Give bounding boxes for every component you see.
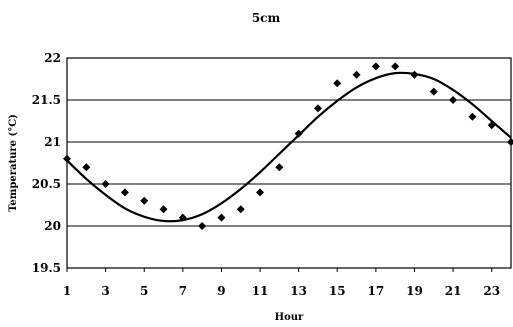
data-point xyxy=(82,163,91,172)
x-tick-label: 5 xyxy=(140,284,148,298)
data-point xyxy=(313,104,322,113)
x-tick-label: 19 xyxy=(406,284,423,298)
y-tick-label: 20 xyxy=(44,219,61,233)
x-tick-label: 1 xyxy=(63,284,71,298)
data-point xyxy=(294,129,303,138)
data-point xyxy=(275,163,284,172)
x-tick-label: 17 xyxy=(368,284,385,298)
y-tick-label: 22 xyxy=(44,51,61,65)
data-point xyxy=(507,138,513,146)
x-tick-label: 11 xyxy=(252,284,269,298)
chart-title: 5cm xyxy=(252,11,281,25)
data-point xyxy=(198,222,207,230)
data-point xyxy=(178,213,187,222)
data-point xyxy=(468,112,477,121)
x-tick-label: 21 xyxy=(445,284,462,298)
data-point xyxy=(352,70,361,79)
data-point xyxy=(391,62,400,71)
data-point xyxy=(236,205,245,214)
y-axis-label: Temperature (°C) xyxy=(8,114,19,212)
x-tick-label: 15 xyxy=(329,284,346,298)
x-axis-label: Hour xyxy=(275,312,304,323)
y-tick-label: 20.5 xyxy=(32,177,61,191)
x-tick-label: 23 xyxy=(483,284,500,298)
data-point xyxy=(159,205,168,214)
y-tick-label: 21 xyxy=(44,135,61,149)
data-point xyxy=(410,70,419,79)
data-point xyxy=(63,154,71,163)
data-point xyxy=(256,188,265,197)
x-tick-label: 13 xyxy=(290,284,307,298)
data-point xyxy=(120,188,129,197)
data-point xyxy=(217,213,226,222)
x-tick-label: 7 xyxy=(179,284,187,298)
grid-lines xyxy=(67,57,511,269)
data-points xyxy=(63,62,513,230)
x-tick-label: 3 xyxy=(101,284,109,298)
data-point xyxy=(140,196,149,205)
data-point xyxy=(429,87,438,96)
plot-area xyxy=(66,57,512,269)
data-point xyxy=(101,180,110,188)
x-tick-label: 9 xyxy=(217,284,225,298)
data-point xyxy=(487,121,496,130)
x-tick-labels: 1 3 5 7 9 11 13 15 17 19 21 23 xyxy=(63,268,500,298)
data-point xyxy=(371,62,380,71)
y-tick-label: 21.5 xyxy=(32,93,61,107)
fitted-curve-line xyxy=(66,71,512,223)
data-point xyxy=(449,96,458,104)
y-tick-labels: 19.5 20 20.5 21 21.5 22 xyxy=(32,51,61,275)
y-tick-label: 19.5 xyxy=(32,261,61,275)
data-point xyxy=(333,79,342,88)
